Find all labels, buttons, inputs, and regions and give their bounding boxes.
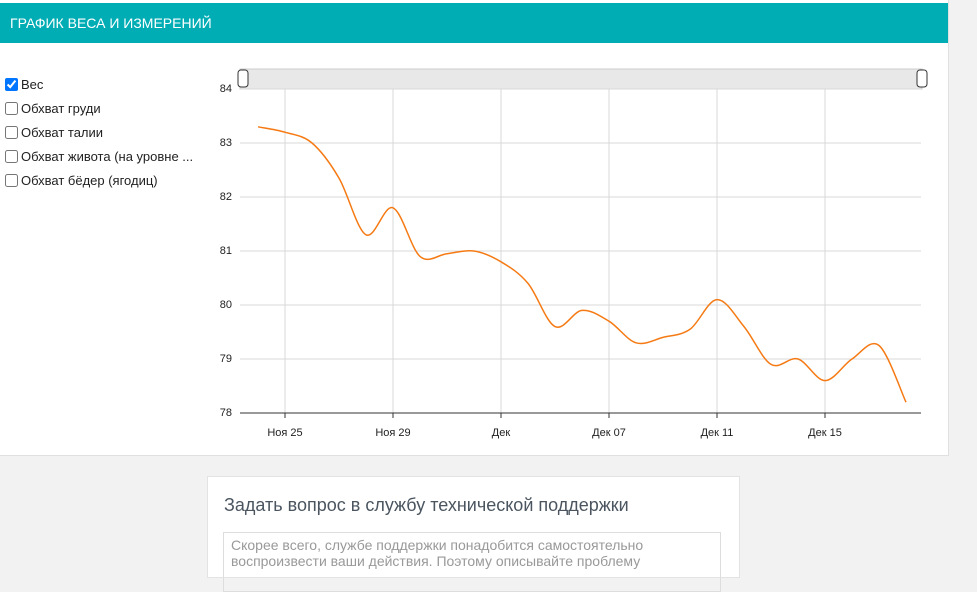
checkbox[interactable]: [5, 77, 18, 91]
filter-label[interactable]: Вес: [21, 76, 44, 92]
y-tick-label: 83: [220, 137, 232, 149]
x-tick-label: Ноя 29: [375, 427, 410, 439]
y-tick-label: 82: [220, 191, 232, 203]
x-tick-label: Дек: [492, 427, 511, 439]
filter-list: Вес Обхват груди Обхват талии Обхват живота…: [4, 72, 193, 192]
filter-option[interactable]: Обхват живота (на уровне ...: [4, 144, 193, 168]
range-handle[interactable]: [916, 69, 928, 88]
x-tick-label: Ноя 25: [267, 427, 302, 439]
checkbox[interactable]: [5, 173, 18, 187]
page: ГРАФИК ВЕСА И ИЗМЕРЕНИЙ 78 79 80 81 82 83 84 Но…: [0, 0, 949, 592]
y-tick-label: 78: [220, 407, 232, 419]
checkbox[interactable]: [5, 125, 18, 139]
support-form: Задать вопрос в службу технической подде…: [207, 476, 740, 592]
support-title: Задать вопрос в службу технической подде…: [224, 495, 629, 515]
filter-option[interactable]: Обхват груди: [4, 96, 193, 120]
y-tick-label: 81: [220, 245, 232, 257]
y-tick-label: 79: [220, 353, 232, 365]
filter-label[interactable]: Обхват талии: [21, 124, 104, 140]
filter-option[interactable]: Обхват бёдер (ягодиц): [4, 168, 193, 192]
range-handle[interactable]: [237, 69, 249, 88]
question-input[interactable]: Скорее всего, службе поддержки понадобит…: [223, 532, 721, 592]
checkbox[interactable]: [5, 101, 18, 115]
filter-label[interactable]: Обхват бёдер (ягодиц): [21, 172, 158, 188]
y-tick-label: 84: [220, 83, 232, 95]
checkbox[interactable]: [5, 149, 18, 163]
filter-option[interactable]: Вес: [4, 72, 193, 96]
chart-panel: ГРАФИК ВЕСА И ИЗМЕРЕНИЙ 78 79 80 81 82 83 84 Но…: [0, 0, 949, 456]
y-tick-label: 80: [220, 299, 232, 311]
filter-option[interactable]: Обхват талии: [4, 120, 193, 144]
chart: 78 79 80 81 82 83 84 Ноя 25 Ноя 29 Дек Дек 07 Дек 1…: [220, 68, 928, 439]
range-navigator[interactable]: [239, 68, 923, 90]
filter-label[interactable]: Обхват живота (на уровне ...: [21, 148, 194, 164]
series-line: [257, 126, 907, 403]
x-tick-label: Дек 11: [701, 427, 734, 439]
x-tick-label: Дек 15: [808, 427, 842, 439]
x-tick-label: Дек 07: [592, 427, 626, 439]
filter-label[interactable]: Обхват груди: [21, 100, 101, 116]
panel-header: ГРАФИК ВЕСА И ИЗМЕРЕНИЙ: [0, 3, 948, 43]
